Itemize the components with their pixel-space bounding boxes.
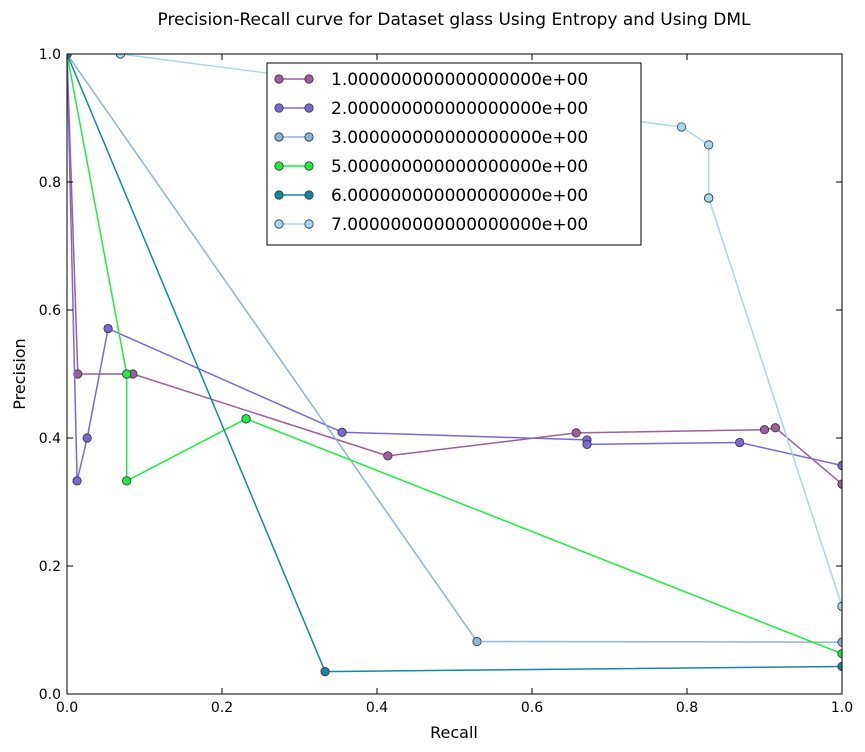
data-point [320, 666, 330, 677]
data-point [72, 476, 82, 486]
legend-marker [304, 219, 314, 229]
y-tick-label: 0.6 [39, 303, 61, 319]
legend-marker [304, 74, 314, 84]
y-tick-label: 0.0 [39, 687, 61, 703]
legend-marker [274, 74, 284, 84]
legend-box [266, 62, 642, 246]
plot-frame [66, 53, 843, 695]
data-point [759, 425, 770, 435]
data-point [82, 433, 92, 443]
legend-label: 7.000000000000000000e+00 [331, 215, 588, 235]
legend: 1.000000000000000000e+00 2.00000000000000… [266, 62, 642, 246]
x-tick-label: 1.0 [831, 700, 853, 716]
y-axis-label: Precision [10, 338, 29, 409]
data-point [676, 122, 687, 132]
data-point [103, 323, 113, 334]
data-point [582, 439, 592, 449]
x-tick-label: 0.2 [211, 700, 233, 716]
legend-entry: 2.000000000000000000e+00 [274, 99, 588, 119]
data-point [67, 54, 72, 59]
legend-label: 5.000000000000000000e+00 [331, 157, 588, 177]
legend-marker [304, 103, 314, 113]
data-point [704, 193, 714, 203]
y-tick-label: 0.8 [39, 175, 61, 191]
data-point [571, 428, 581, 438]
y-tick-label: 0.2 [39, 559, 61, 575]
chart-title: Precision-Recall curve for Dataset glass… [158, 10, 752, 30]
data-point [122, 369, 132, 379]
x-tick-label: 0.4 [366, 700, 388, 716]
data-point [122, 476, 132, 486]
data-point [337, 427, 347, 437]
data-point [383, 451, 393, 461]
legend-entry: 5.000000000000000000e+00 [274, 157, 588, 177]
axis-ticks: 0.0 0.2 0.4 0.6 0.8 1.0 0.0 0.2 0.4 0.6 0.8 1.0 [39, 47, 853, 716]
legend-marker [304, 161, 314, 171]
x-tick-label: 0.0 [56, 700, 78, 716]
legend-marker [274, 103, 284, 113]
data-point [73, 369, 83, 379]
legend-entry: 1.000000000000000000e+00 [274, 70, 588, 90]
x-tick-label: 0.6 [521, 700, 543, 716]
legend-label: 3.000000000000000000e+00 [331, 128, 588, 148]
y-tick-label: 1.0 [39, 47, 61, 63]
legend-entry: 7.000000000000000000e+00 [274, 215, 588, 235]
legend-label: 2.000000000000000000e+00 [331, 99, 588, 119]
data-point [472, 636, 482, 647]
legend-marker [274, 190, 284, 200]
legend-entry: 3.000000000000000000e+00 [274, 128, 588, 148]
legend-marker [274, 219, 284, 229]
series-line [67, 54, 842, 643]
legend-marker [274, 161, 284, 171]
legend-label: 6.000000000000000000e+00 [331, 186, 588, 206]
x-tick-label: 0.8 [676, 700, 698, 716]
data-point [770, 423, 780, 433]
data-point [735, 437, 745, 448]
legend-entry: 6.000000000000000000e+00 [274, 186, 588, 206]
plot-series [67, 54, 842, 677]
data-point [704, 140, 714, 150]
series-4 [67, 54, 842, 659]
y-tick-label: 0.4 [39, 431, 61, 447]
legend-label: 1.000000000000000000e+00 [331, 70, 588, 90]
legend-marker [304, 132, 314, 142]
series-2 [67, 54, 842, 486]
legend-marker [274, 132, 284, 142]
data-point [241, 414, 251, 424]
x-axis-label: Recall [430, 723, 478, 742]
legend-marker [304, 190, 314, 200]
data-point [115, 54, 126, 59]
